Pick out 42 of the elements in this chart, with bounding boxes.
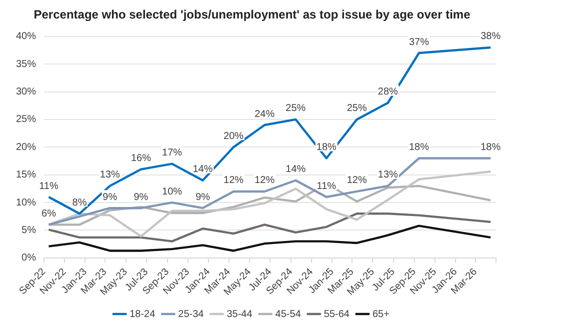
data-label: 18%	[480, 142, 501, 153]
data-label: 9%	[134, 192, 148, 203]
legend-label: 65+	[372, 308, 390, 320]
y-tick-label: 20%	[16, 142, 36, 153]
data-label: 6%	[42, 208, 56, 220]
data-label: 8%	[72, 197, 87, 208]
data-label: 14%	[286, 164, 306, 176]
data-label: 10%	[162, 186, 182, 198]
data-label: 17%	[162, 148, 182, 159]
data-label: 9%	[102, 192, 118, 203]
y-tick-label: 35%	[16, 58, 36, 70]
data-label: 20%	[224, 130, 244, 142]
data-label: 18%	[408, 142, 430, 153]
data-label: 12%	[254, 175, 275, 186]
data-label: 13%	[100, 170, 120, 181]
data-label: 11%	[39, 180, 58, 192]
legend-label: 45-54	[275, 308, 302, 320]
data-label: 12%	[224, 175, 244, 186]
legend-label: 55-64	[324, 308, 350, 320]
y-tick-label: 30%	[16, 86, 36, 98]
data-label: 9%	[196, 192, 210, 203]
legend-label: 18-24	[130, 308, 156, 320]
y-tick-label: 15%	[16, 170, 36, 181]
y-tick-label: 10%	[16, 197, 36, 208]
data-label: 24%	[254, 108, 275, 120]
data-label: 13%	[378, 170, 398, 181]
data-label: 16%	[130, 153, 152, 164]
legend-label: 25-34	[178, 308, 204, 320]
data-label: 38%	[480, 31, 501, 42]
y-tick-label: 40%	[16, 31, 36, 42]
chart-title: Percentage who selected 'jobs/unemployment' as top issue by age over time	[34, 8, 471, 22]
data-label: 14%	[192, 164, 213, 176]
y-tick-label: 5%	[22, 224, 36, 236]
data-label: 18%	[316, 142, 337, 153]
y-tick-label: 25%	[16, 114, 36, 126]
y-tick-label: 0%	[22, 252, 36, 264]
data-label: 25%	[286, 103, 306, 114]
data-label: 28%	[378, 86, 398, 98]
data-label: 12%	[346, 175, 367, 186]
legend-label: 35-44	[226, 308, 253, 320]
data-label: 25%	[346, 103, 367, 114]
data-label: 37%	[408, 36, 430, 48]
